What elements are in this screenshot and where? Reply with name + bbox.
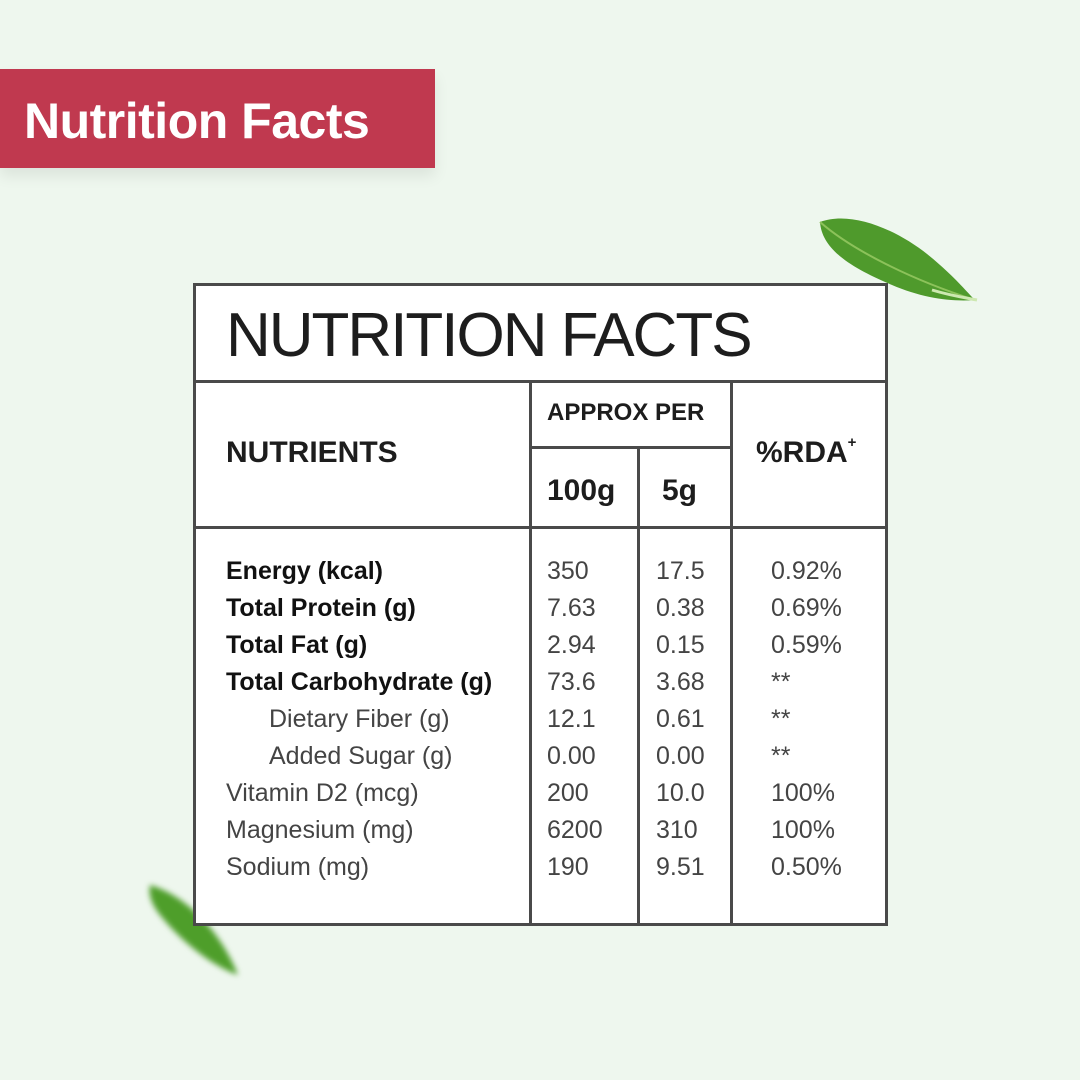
value-5g: 10.0 — [656, 779, 705, 807]
value-5g: 3.68 — [656, 668, 705, 696]
leaf-icon — [149, 885, 238, 975]
divider-line — [529, 446, 730, 449]
value-rda: 0.50% — [771, 853, 842, 881]
table-row: Total Fat (g) 2.94 0.15 0.59% — [196, 631, 885, 668]
header-nutrients: NUTRIENTS — [226, 436, 398, 469]
nutrient-name: Magnesium (mg) — [226, 816, 414, 844]
header-5g: 5g — [662, 474, 698, 507]
table-row: Energy (kcal) 350 17.5 0.92% — [196, 557, 885, 594]
header-100g: 100g — [547, 474, 616, 507]
table-row: Sodium (mg) 190 9.51 0.50% — [196, 853, 885, 890]
value-100g: 2.94 — [547, 631, 596, 659]
nutrient-name: Sodium (mg) — [226, 853, 370, 881]
table-row: Total Carbohydrate (g) 73.6 3.68 ** — [196, 668, 885, 705]
value-rda: 100% — [771, 816, 835, 844]
header-approx-per: APPROX PER — [547, 399, 705, 426]
value-5g: 0.61 — [656, 705, 705, 733]
banner-title: Nutrition Facts — [24, 93, 370, 149]
nutrient-name: Added Sugar (g) — [269, 742, 453, 770]
value-rda: ** — [771, 742, 791, 770]
divider-line — [730, 380, 733, 923]
divider-line — [196, 526, 885, 529]
table-title: NUTRITION FACTS — [226, 301, 753, 370]
nutrition-table: NUTRITION FACTS NUTRIENTS APPROX PER 100… — [193, 283, 888, 926]
value-100g: 7.63 — [547, 594, 596, 622]
nutrient-name: Vitamin D2 (mcg) — [226, 779, 419, 807]
nutrient-name: Total Fat (g) — [226, 631, 368, 659]
divider-line — [637, 446, 640, 923]
nutrient-name: Dietary Fiber (g) — [269, 705, 450, 733]
value-rda: ** — [771, 668, 791, 696]
divider-line — [196, 380, 885, 383]
value-5g: 17.5 — [656, 557, 705, 585]
value-5g: 0.15 — [656, 631, 705, 659]
value-100g: 0.00 — [547, 742, 596, 770]
value-5g: 0.00 — [656, 742, 705, 770]
value-rda: 0.59% — [771, 631, 842, 659]
nutrient-name: Total Carbohydrate (g) — [226, 668, 493, 696]
table-row: Total Protein (g) 7.63 0.38 0.69% — [196, 594, 885, 631]
value-5g: 310 — [656, 816, 698, 844]
table-row: Added Sugar (g) 0.00 0.00 ** — [196, 742, 885, 779]
value-100g: 6200 — [547, 816, 603, 844]
value-100g: 350 — [547, 557, 589, 585]
value-rda: ** — [771, 705, 791, 733]
table-row: Vitamin D2 (mcg) 200 10.0 100% — [196, 779, 885, 816]
nutrient-name: Total Protein (g) — [226, 594, 416, 622]
table-row: Dietary Fiber (g) 12.1 0.61 ** — [196, 705, 885, 742]
value-100g: 190 — [547, 853, 589, 881]
divider-line — [529, 380, 532, 923]
value-100g: 73.6 — [547, 668, 596, 696]
nutrient-name: Energy (kcal) — [226, 557, 384, 585]
value-rda: 0.92% — [771, 557, 842, 585]
table-row: Magnesium (mg) 6200 310 100% — [196, 816, 885, 853]
value-rda: 0.69% — [771, 594, 842, 622]
value-5g: 9.51 — [656, 853, 705, 881]
value-100g: 12.1 — [547, 705, 596, 733]
value-rda: 100% — [771, 779, 835, 807]
header-rda: %RDA+ — [756, 434, 857, 469]
banner-background — [0, 69, 435, 168]
value-100g: 200 — [547, 779, 589, 807]
value-5g: 0.38 — [656, 594, 705, 622]
leaf-icon — [819, 218, 978, 302]
